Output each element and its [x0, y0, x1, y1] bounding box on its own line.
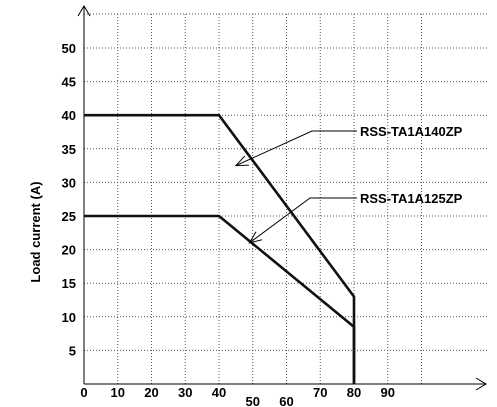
- x-tick-label: 0: [80, 385, 87, 400]
- x-tick-label: 20: [144, 385, 158, 400]
- x-tick-label: 50: [246, 394, 260, 407]
- annotation-arrowhead-1: [234, 155, 249, 167]
- annotation-leader-2: [249, 197, 357, 244]
- y-tick-label: 20: [62, 243, 76, 258]
- series-group: [84, 113, 356, 384]
- y-tick-label: 5: [69, 343, 76, 358]
- tick-labels: 5 10 15 20 25 30 35 40 45 50 0 10 20 30 40 50 60 70 80 90: [62, 41, 395, 407]
- y-tick-label: 45: [62, 75, 76, 90]
- y-tick-label: 35: [62, 142, 76, 157]
- annotations: RSS-TA1A140ZP RSS-TA1A125ZP: [234, 124, 463, 244]
- series-label-1: RSS-TA1A140ZP: [360, 124, 463, 139]
- grid: [84, 13, 488, 384]
- annotation-arrowhead-2: [248, 231, 263, 244]
- y-tick-label: 15: [62, 276, 76, 291]
- y-tick-label: 40: [62, 108, 76, 123]
- y-tick-label: 30: [62, 175, 76, 190]
- x-tick-label: 90: [381, 385, 395, 400]
- y-tick-label: 50: [62, 41, 76, 56]
- x-tick-label: 80: [347, 385, 361, 400]
- x-tick-label: 10: [111, 385, 125, 400]
- x-tick-label: 40: [212, 385, 226, 400]
- series-label-2: RSS-TA1A125ZP: [360, 191, 463, 206]
- x-tick-label: 70: [313, 385, 327, 400]
- y-tick-label: 25: [62, 209, 76, 224]
- x-tick-label: 30: [178, 385, 192, 400]
- annotation-leader-1: [235, 130, 357, 167]
- axes: [77, 5, 487, 391]
- x-tick-label: 60: [279, 394, 293, 407]
- x-axis-arrow: [475, 377, 487, 391]
- y-tick-label: 10: [62, 310, 76, 325]
- series-line-2: [84, 214, 356, 384]
- y-axis-arrow: [77, 5, 91, 17]
- y-axis-label: Load current (A): [28, 181, 43, 282]
